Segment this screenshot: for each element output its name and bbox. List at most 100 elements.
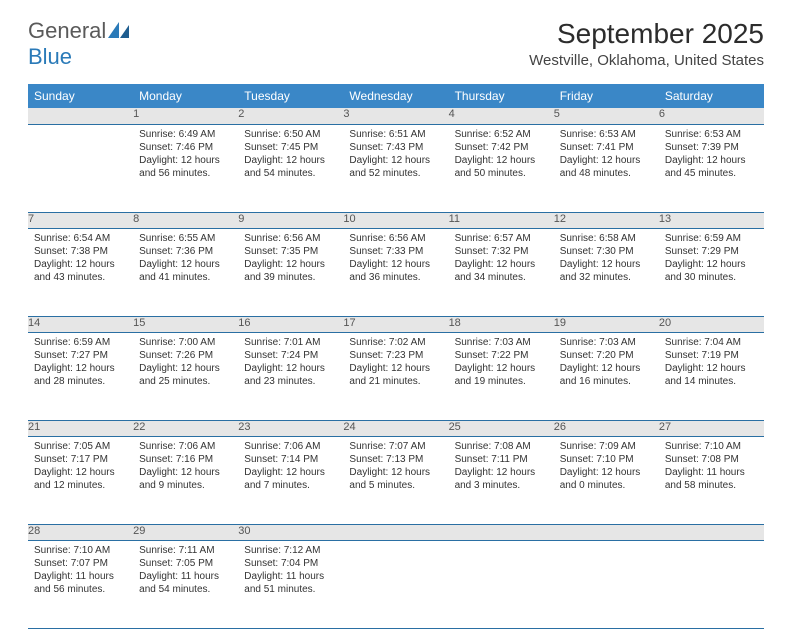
daylight-line: Daylight: 12 hours and 41 minutes. bbox=[139, 258, 232, 284]
weekday-header: Thursday bbox=[449, 84, 554, 108]
sunrise-line: Sunrise: 7:00 AM bbox=[139, 336, 232, 349]
sunset-line: Sunset: 7:27 PM bbox=[34, 349, 127, 362]
sunset-line: Sunset: 7:30 PM bbox=[560, 245, 653, 258]
daylight-line: Daylight: 12 hours and 30 minutes. bbox=[665, 258, 758, 284]
day-cell: Sunrise: 7:06 AMSunset: 7:16 PMDaylight:… bbox=[133, 436, 238, 524]
day-cell: Sunrise: 7:11 AMSunset: 7:05 PMDaylight:… bbox=[133, 540, 238, 628]
sunrise-line: Sunrise: 6:56 AM bbox=[349, 232, 442, 245]
sunset-line: Sunset: 7:14 PM bbox=[244, 453, 337, 466]
day-content: Sunrise: 7:00 AMSunset: 7:26 PMDaylight:… bbox=[133, 333, 238, 394]
day-cell: Sunrise: 7:03 AMSunset: 7:22 PMDaylight:… bbox=[449, 332, 554, 420]
day-number: 2 bbox=[238, 108, 343, 124]
day-number: 27 bbox=[659, 420, 764, 436]
day-number: 25 bbox=[449, 420, 554, 436]
sunset-line: Sunset: 7:22 PM bbox=[455, 349, 548, 362]
sunset-line: Sunset: 7:08 PM bbox=[665, 453, 758, 466]
day-number: 29 bbox=[133, 524, 238, 540]
sunrise-line: Sunrise: 7:12 AM bbox=[244, 544, 337, 557]
sunset-line: Sunset: 7:05 PM bbox=[139, 557, 232, 570]
daylight-line: Daylight: 12 hours and 50 minutes. bbox=[455, 154, 548, 180]
daylight-line: Daylight: 12 hours and 0 minutes. bbox=[560, 466, 653, 492]
sunrise-line: Sunrise: 7:05 AM bbox=[34, 440, 127, 453]
day-number: 30 bbox=[238, 524, 343, 540]
sunset-line: Sunset: 7:43 PM bbox=[349, 141, 442, 154]
day-content: Sunrise: 7:04 AMSunset: 7:19 PMDaylight:… bbox=[659, 333, 764, 394]
day-cell bbox=[343, 540, 448, 628]
day-number: 21 bbox=[28, 420, 133, 436]
day-number-row: 21222324252627 bbox=[28, 420, 764, 436]
day-content: Sunrise: 7:09 AMSunset: 7:10 PMDaylight:… bbox=[554, 437, 659, 498]
daylight-line: Daylight: 12 hours and 34 minutes. bbox=[455, 258, 548, 284]
day-content: Sunrise: 6:56 AMSunset: 7:35 PMDaylight:… bbox=[238, 229, 343, 290]
week-row: Sunrise: 7:10 AMSunset: 7:07 PMDaylight:… bbox=[28, 540, 764, 628]
logo-text: General Blue bbox=[28, 18, 130, 70]
day-number: 18 bbox=[449, 316, 554, 332]
weekday-header: Sunday bbox=[28, 84, 133, 108]
week-row: Sunrise: 6:49 AMSunset: 7:46 PMDaylight:… bbox=[28, 124, 764, 212]
day-content: Sunrise: 7:01 AMSunset: 7:24 PMDaylight:… bbox=[238, 333, 343, 394]
day-content: Sunrise: 6:56 AMSunset: 7:33 PMDaylight:… bbox=[343, 229, 448, 290]
sunrise-line: Sunrise: 7:07 AM bbox=[349, 440, 442, 453]
day-number: 10 bbox=[343, 212, 448, 228]
day-content: Sunrise: 7:02 AMSunset: 7:23 PMDaylight:… bbox=[343, 333, 448, 394]
logo-text-blue: Blue bbox=[28, 44, 72, 69]
day-cell: Sunrise: 7:00 AMSunset: 7:26 PMDaylight:… bbox=[133, 332, 238, 420]
sunset-line: Sunset: 7:36 PM bbox=[139, 245, 232, 258]
day-cell: Sunrise: 6:55 AMSunset: 7:36 PMDaylight:… bbox=[133, 228, 238, 316]
sunset-line: Sunset: 7:26 PM bbox=[139, 349, 232, 362]
sunrise-line: Sunrise: 6:52 AM bbox=[455, 128, 548, 141]
sunset-line: Sunset: 7:39 PM bbox=[665, 141, 758, 154]
weekday-header: Friday bbox=[554, 84, 659, 108]
sunrise-line: Sunrise: 6:50 AM bbox=[244, 128, 337, 141]
day-content: Sunrise: 6:52 AMSunset: 7:42 PMDaylight:… bbox=[449, 125, 554, 186]
sunset-line: Sunset: 7:35 PM bbox=[244, 245, 337, 258]
day-content: Sunrise: 6:59 AMSunset: 7:29 PMDaylight:… bbox=[659, 229, 764, 290]
day-number: 14 bbox=[28, 316, 133, 332]
day-content: Sunrise: 7:07 AMSunset: 7:13 PMDaylight:… bbox=[343, 437, 448, 498]
daylight-line: Daylight: 11 hours and 51 minutes. bbox=[244, 570, 337, 596]
daylight-line: Daylight: 12 hours and 56 minutes. bbox=[139, 154, 232, 180]
day-number: 20 bbox=[659, 316, 764, 332]
sunrise-line: Sunrise: 6:53 AM bbox=[665, 128, 758, 141]
day-number: 3 bbox=[343, 108, 448, 124]
sunrise-line: Sunrise: 7:08 AM bbox=[455, 440, 548, 453]
day-cell: Sunrise: 6:49 AMSunset: 7:46 PMDaylight:… bbox=[133, 124, 238, 212]
daylight-line: Daylight: 12 hours and 3 minutes. bbox=[455, 466, 548, 492]
daylight-line: Daylight: 12 hours and 16 minutes. bbox=[560, 362, 653, 388]
sunset-line: Sunset: 7:16 PM bbox=[139, 453, 232, 466]
day-content: Sunrise: 6:57 AMSunset: 7:32 PMDaylight:… bbox=[449, 229, 554, 290]
sunrise-line: Sunrise: 7:09 AM bbox=[560, 440, 653, 453]
sunset-line: Sunset: 7:41 PM bbox=[560, 141, 653, 154]
day-number bbox=[554, 524, 659, 540]
day-cell: Sunrise: 7:04 AMSunset: 7:19 PMDaylight:… bbox=[659, 332, 764, 420]
sunrise-line: Sunrise: 6:58 AM bbox=[560, 232, 653, 245]
day-number bbox=[659, 524, 764, 540]
sunset-line: Sunset: 7:38 PM bbox=[34, 245, 127, 258]
daylight-line: Daylight: 12 hours and 14 minutes. bbox=[665, 362, 758, 388]
day-cell: Sunrise: 6:52 AMSunset: 7:42 PMDaylight:… bbox=[449, 124, 554, 212]
daylight-line: Daylight: 12 hours and 21 minutes. bbox=[349, 362, 442, 388]
day-number-row: 282930 bbox=[28, 524, 764, 540]
day-cell: Sunrise: 6:56 AMSunset: 7:35 PMDaylight:… bbox=[238, 228, 343, 316]
day-content: Sunrise: 6:55 AMSunset: 7:36 PMDaylight:… bbox=[133, 229, 238, 290]
sunrise-line: Sunrise: 7:03 AM bbox=[455, 336, 548, 349]
day-cell: Sunrise: 7:07 AMSunset: 7:13 PMDaylight:… bbox=[343, 436, 448, 524]
day-number bbox=[449, 524, 554, 540]
calendar-table: SundayMondayTuesdayWednesdayThursdayFrid… bbox=[28, 84, 764, 629]
day-number-row: 78910111213 bbox=[28, 212, 764, 228]
header: General Blue September 2025 Westville, O… bbox=[28, 18, 764, 70]
sunrise-line: Sunrise: 6:56 AM bbox=[244, 232, 337, 245]
week-row: Sunrise: 6:54 AMSunset: 7:38 PMDaylight:… bbox=[28, 228, 764, 316]
day-cell: Sunrise: 7:03 AMSunset: 7:20 PMDaylight:… bbox=[554, 332, 659, 420]
day-cell: Sunrise: 6:53 AMSunset: 7:39 PMDaylight:… bbox=[659, 124, 764, 212]
day-cell: Sunrise: 7:10 AMSunset: 7:08 PMDaylight:… bbox=[659, 436, 764, 524]
sunrise-line: Sunrise: 7:10 AM bbox=[34, 544, 127, 557]
day-cell bbox=[28, 124, 133, 212]
sunrise-line: Sunrise: 7:02 AM bbox=[349, 336, 442, 349]
day-number: 22 bbox=[133, 420, 238, 436]
daylight-line: Daylight: 12 hours and 28 minutes. bbox=[34, 362, 127, 388]
daylight-line: Daylight: 12 hours and 43 minutes. bbox=[34, 258, 127, 284]
day-cell: Sunrise: 6:59 AMSunset: 7:29 PMDaylight:… bbox=[659, 228, 764, 316]
sunrise-line: Sunrise: 6:54 AM bbox=[34, 232, 127, 245]
weekday-header: Saturday bbox=[659, 84, 764, 108]
